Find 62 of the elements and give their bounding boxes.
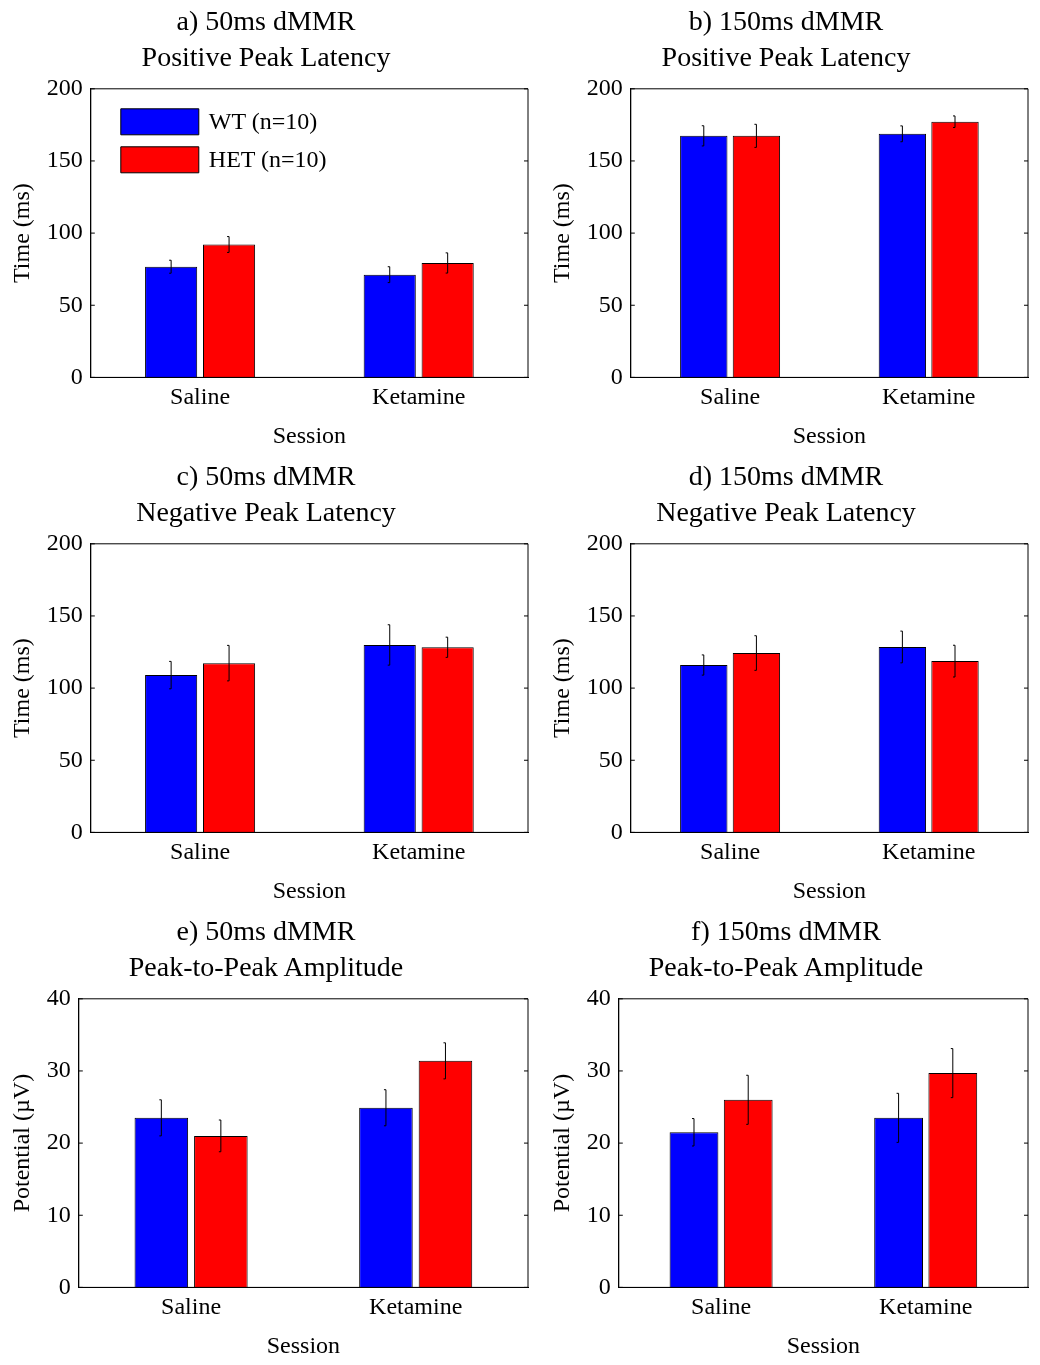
y-tick-label: 0 bbox=[610, 362, 623, 389]
chart-title: a) 50ms dMMR Positive Peak Latency bbox=[141, 4, 391, 72]
chart-title: e) 50ms dMMR Peak-to-Peak Amplitude bbox=[128, 914, 404, 982]
y-tick-label: 150 bbox=[586, 146, 623, 173]
x-tick-label: Ketamine bbox=[372, 383, 466, 410]
x-axis-title: Session bbox=[272, 876, 347, 903]
y-tick-label: 10 bbox=[586, 1200, 611, 1227]
y-tick-label: 20 bbox=[46, 1128, 71, 1155]
x-tick-label: Saline bbox=[700, 838, 761, 865]
x-tick-label: Saline bbox=[161, 1293, 222, 1320]
x-tick-label: Ketamine bbox=[879, 1293, 973, 1320]
legend-label: HET (n=10) bbox=[208, 146, 327, 173]
x-axis-title: Session bbox=[792, 421, 867, 448]
x-tick-label: Saline bbox=[170, 383, 231, 410]
x-tick-label: Saline bbox=[700, 383, 761, 410]
y-tick-label: 50 bbox=[58, 290, 83, 317]
y-axis-title: Potential (µV) bbox=[7, 1073, 34, 1213]
y-tick-label: 150 bbox=[46, 601, 83, 628]
y-axis-title: Time (ms) bbox=[7, 638, 34, 738]
y-tick-label: 200 bbox=[46, 74, 83, 101]
x-tick-label: Saline bbox=[170, 838, 231, 865]
y-axis-title: Potential (µV) bbox=[547, 1073, 574, 1213]
y-tick-label: 150 bbox=[46, 146, 83, 173]
x-axis-title: Session bbox=[792, 876, 867, 903]
y-axis-title: Time (ms) bbox=[547, 183, 574, 283]
y-tick-label: 50 bbox=[58, 745, 83, 772]
y-tick-label: 100 bbox=[586, 218, 623, 245]
y-tick-label: 40 bbox=[586, 984, 611, 1011]
y-tick-label: 30 bbox=[586, 1056, 611, 1083]
y-tick-label: 0 bbox=[610, 817, 623, 844]
y-tick-label: 0 bbox=[58, 1272, 71, 1299]
y-tick-label: 200 bbox=[46, 529, 83, 556]
y-tick-label: 50 bbox=[598, 290, 623, 317]
x-axis-title: Session bbox=[272, 421, 347, 448]
y-tick-label: 0 bbox=[598, 1272, 611, 1299]
y-tick-label: 100 bbox=[586, 673, 623, 700]
y-tick-label: 0 bbox=[70, 362, 83, 389]
y-tick-label: 0 bbox=[70, 817, 83, 844]
chart-title: c) 50ms dMMR Negative Peak Latency bbox=[136, 459, 396, 527]
y-axis-title: Time (ms) bbox=[547, 638, 574, 738]
y-tick-label: 30 bbox=[46, 1056, 71, 1083]
x-axis-title: Session bbox=[266, 1331, 341, 1358]
y-tick-label: 200 bbox=[586, 529, 623, 556]
y-axis-title: Time (ms) bbox=[7, 183, 34, 283]
y-tick-label: 100 bbox=[46, 673, 83, 700]
y-tick-label: 100 bbox=[46, 218, 83, 245]
x-axis-title: Session bbox=[786, 1331, 861, 1358]
y-tick-label: 150 bbox=[586, 601, 623, 628]
chart-title: f) 150ms dMMR Peak-to-Peak Amplitude bbox=[648, 914, 924, 982]
chart-title: b) 150ms dMMR Positive Peak Latency bbox=[661, 4, 911, 72]
x-tick-label: Ketamine bbox=[369, 1293, 463, 1320]
x-tick-label: Saline bbox=[691, 1293, 752, 1320]
chart-title: d) 150ms dMMR Negative Peak Latency bbox=[656, 459, 916, 527]
y-tick-label: 40 bbox=[46, 984, 71, 1011]
x-tick-label: Ketamine bbox=[372, 838, 466, 865]
y-tick-label: 50 bbox=[598, 745, 623, 772]
y-tick-label: 20 bbox=[586, 1128, 611, 1155]
y-tick-label: 200 bbox=[586, 74, 623, 101]
x-tick-label: Ketamine bbox=[882, 383, 976, 410]
y-tick-label: 10 bbox=[46, 1200, 71, 1227]
legend-label: WT (n=10) bbox=[208, 108, 318, 135]
x-tick-label: Ketamine bbox=[882, 838, 976, 865]
